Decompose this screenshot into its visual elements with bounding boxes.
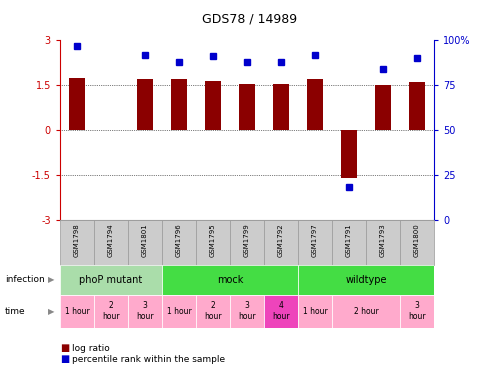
Bar [400, 220, 434, 265]
Text: ▶: ▶ [48, 276, 54, 284]
Text: GSM1800: GSM1800 [414, 223, 420, 257]
Text: percentile rank within the sample: percentile rank within the sample [72, 355, 226, 364]
Bar [240, 85, 254, 130]
Bar [230, 295, 264, 328]
Bar [264, 295, 298, 328]
Text: phoP mutant: phoP mutant [79, 275, 143, 285]
Text: GSM1792: GSM1792 [278, 223, 284, 257]
Bar [162, 220, 196, 265]
Bar [341, 130, 357, 178]
Bar [60, 265, 162, 295]
Text: 3
hour: 3 hour [136, 301, 154, 321]
Bar [307, 79, 323, 130]
Bar [410, 82, 425, 130]
Bar [273, 83, 289, 130]
Bar [196, 220, 230, 265]
Text: wildtype: wildtype [345, 275, 387, 285]
Text: GSM1799: GSM1799 [244, 223, 250, 257]
Bar [298, 295, 332, 328]
Bar [69, 78, 84, 130]
Bar [128, 220, 162, 265]
Bar [298, 220, 332, 265]
Bar [128, 295, 162, 328]
Text: mock: mock [217, 275, 243, 285]
Text: GSM1798: GSM1798 [74, 223, 80, 257]
Text: 1 hour: 1 hour [303, 307, 327, 315]
Bar [366, 220, 400, 265]
Text: GSM1796: GSM1796 [176, 223, 182, 257]
Text: 3
hour: 3 hour [408, 301, 426, 321]
Text: ▶: ▶ [48, 307, 54, 315]
Bar [162, 265, 298, 295]
Bar [171, 79, 187, 130]
Bar [332, 220, 366, 265]
Bar [162, 295, 196, 328]
Text: GSM1791: GSM1791 [346, 223, 352, 257]
Bar [196, 295, 230, 328]
Bar [400, 295, 434, 328]
Bar [264, 220, 298, 265]
Bar [60, 220, 94, 265]
Text: 4
hour: 4 hour [272, 301, 290, 321]
Text: ■: ■ [60, 343, 69, 354]
Text: time: time [5, 307, 25, 315]
Text: GSM1801: GSM1801 [142, 223, 148, 257]
Bar [375, 85, 391, 130]
Text: log ratio: log ratio [72, 344, 110, 353]
Bar [230, 220, 264, 265]
Bar [332, 295, 400, 328]
Text: 1 hour: 1 hour [64, 307, 89, 315]
Text: ■: ■ [60, 354, 69, 365]
Bar [94, 295, 128, 328]
Bar [60, 295, 94, 328]
Text: GSM1795: GSM1795 [210, 223, 216, 257]
Bar [94, 220, 128, 265]
Text: 2 hour: 2 hour [354, 307, 378, 315]
Text: 2
hour: 2 hour [204, 301, 222, 321]
Text: infection: infection [5, 276, 45, 284]
Text: 2
hour: 2 hour [102, 301, 120, 321]
Text: GDS78 / 14989: GDS78 / 14989 [202, 13, 297, 26]
Text: 3
hour: 3 hour [238, 301, 256, 321]
Bar [205, 81, 221, 130]
Bar [298, 265, 434, 295]
Bar [137, 79, 153, 130]
Text: GSM1794: GSM1794 [108, 223, 114, 257]
Text: GSM1793: GSM1793 [380, 223, 386, 257]
Text: 1 hour: 1 hour [167, 307, 191, 315]
Text: GSM1797: GSM1797 [312, 223, 318, 257]
